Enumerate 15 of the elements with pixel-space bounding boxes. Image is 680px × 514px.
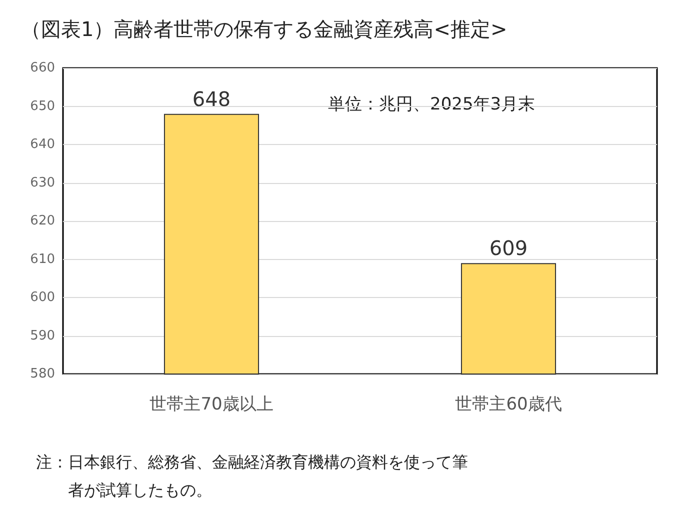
y-tick-label: 660 (30, 60, 55, 76)
y-tick-label: 620 (30, 214, 55, 228)
data-label: 648 (192, 86, 231, 111)
chart-title: （図表1）高齢者世帯の保有する金融資産残高<推定> (21, 17, 508, 41)
y-tick-label: 580 (30, 366, 55, 382)
text: 注：日本銀行、総務省、金融経済教育機構の資料を使って筆者が試算したもの。 (36, 452, 468, 500)
y-tick-label: 600 (30, 290, 55, 305)
x-tick-label: 世帯主60歳代 (455, 394, 562, 414)
y-tick-label: 650 (30, 98, 55, 114)
y-tick-label: 590 (30, 328, 55, 344)
y-tick-label: 610 (30, 252, 55, 267)
y-tick-label: 630 (30, 175, 55, 190)
x-tick-label: 世帯主70歳以上 (150, 394, 274, 414)
data-label: 609 (489, 236, 528, 260)
y-tick-label: 640 (30, 137, 55, 152)
